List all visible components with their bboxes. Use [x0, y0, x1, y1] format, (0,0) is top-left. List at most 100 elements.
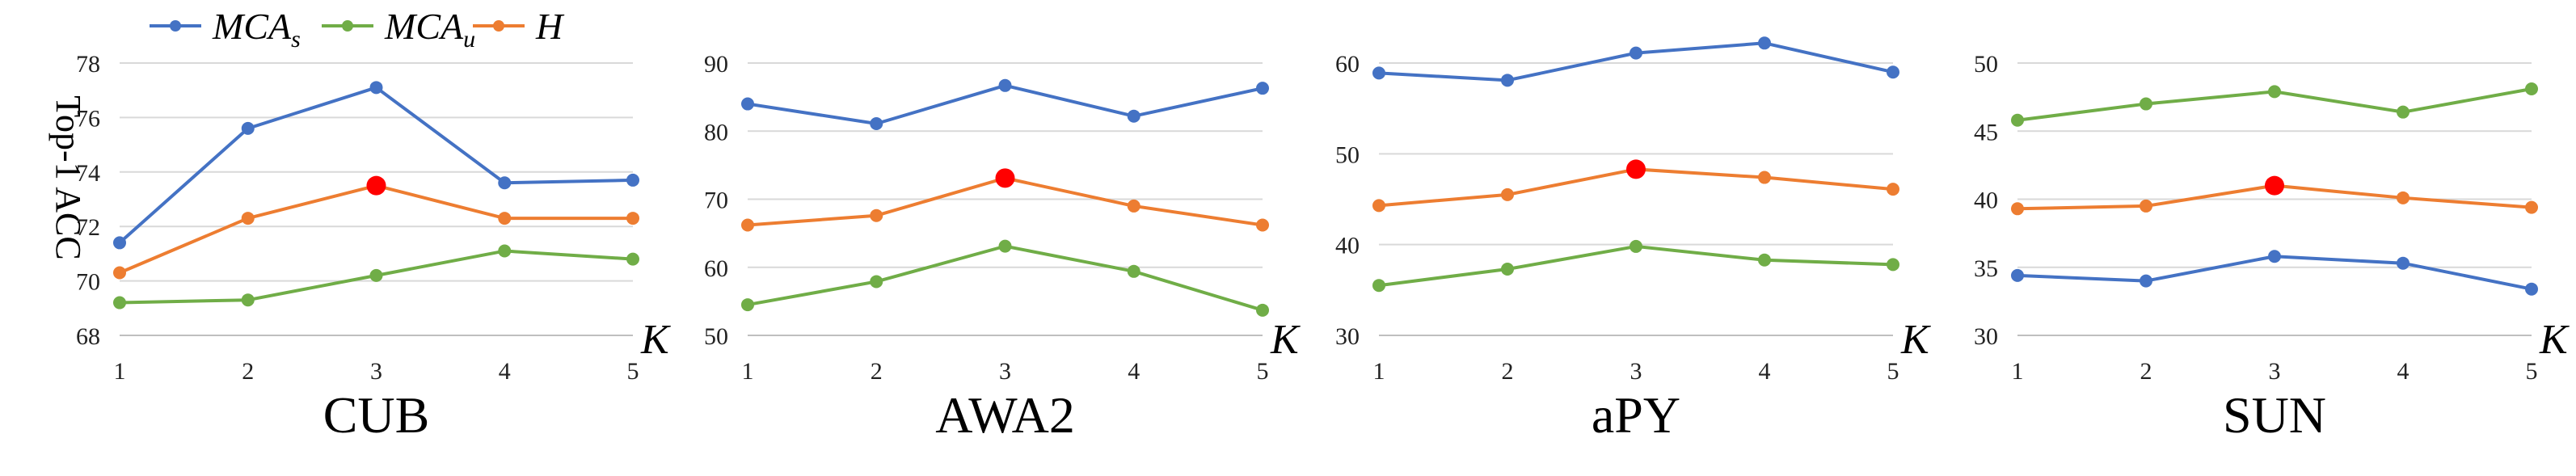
series-mca-u-point	[741, 298, 754, 312]
series-mca-u-point	[2525, 82, 2538, 96]
y-tick-label: 40	[1335, 233, 1360, 259]
series-h-point	[2525, 200, 2538, 214]
y-tick-label: 30	[1974, 323, 1998, 350]
series-mca-s-point	[1758, 36, 1771, 50]
series-h-point	[1758, 171, 1771, 184]
series-h-line	[119, 183, 633, 275]
panel-title: CUB	[323, 386, 430, 444]
x-tick-label: 2	[242, 358, 254, 385]
series-h-point	[1501, 187, 1514, 201]
series-h-point	[2397, 191, 2409, 204]
series-h-point	[113, 266, 126, 280]
series-mca-s-point	[498, 176, 512, 190]
series-mca-s-point	[2525, 282, 2538, 296]
y-tick-label: 50	[1974, 51, 1998, 78]
best-point-marker	[366, 175, 386, 196]
best-point-marker	[995, 168, 1015, 188]
series-mca-u-point	[2397, 105, 2409, 119]
series-mca-u-point	[870, 275, 883, 289]
series-mca-s-point	[2011, 268, 2024, 282]
series-mca-u-point	[2140, 97, 2152, 111]
legend: MCAs MCAu H	[150, 6, 565, 53]
series-h-point	[1372, 199, 1385, 213]
series-h-point	[2011, 202, 2024, 216]
x-tick-label: 4	[1759, 358, 1771, 385]
x-tick-label: 5	[627, 358, 639, 385]
y-tick-label: 90	[704, 51, 728, 78]
series-mca-u-point	[1758, 253, 1771, 267]
best-point-marker	[2265, 175, 2284, 196]
series-mca-u-point	[2011, 113, 2024, 127]
y-tick-label: 76	[76, 105, 100, 132]
series-h-point	[1256, 218, 1269, 232]
x-tick-label: 2	[1502, 358, 1514, 385]
y-axis-label: Top-1 ACC	[48, 95, 88, 260]
y-tick-label: 74	[76, 160, 100, 187]
series-mca-u-point	[1372, 279, 1385, 293]
x-tick-label: 4	[499, 358, 511, 385]
series-mca-u-point	[2268, 85, 2281, 99]
series-mca-s-point	[998, 78, 1012, 92]
series-mca-u-point	[1629, 239, 1642, 253]
x-tick-label: 5	[1887, 358, 1899, 385]
x-tick-label: 5	[2526, 358, 2538, 385]
y-tick-label: 45	[1974, 119, 1998, 145]
series-h-point	[2140, 199, 2152, 213]
series-mca-s-point	[870, 116, 883, 130]
series-mca-u-point	[369, 268, 383, 282]
series-mca-s-point	[369, 81, 383, 95]
series-mca-s-point	[1629, 46, 1642, 60]
series-mca-u-point	[1501, 262, 1514, 276]
x-tick-label: 4	[1128, 358, 1140, 385]
x-tick-label: 2	[871, 358, 883, 385]
panel-title: AWA2	[935, 386, 1075, 444]
x-tick-label: 1	[1373, 358, 1385, 385]
series-h-point	[1127, 199, 1140, 213]
y-tick-label: 68	[76, 323, 100, 350]
y-tick-label: 72	[76, 214, 100, 241]
y-tick-label: 40	[1974, 187, 1998, 214]
x-tick-label: 1	[2012, 358, 2024, 385]
x-tick-label: 1	[742, 358, 754, 385]
series-mca-s-point	[1127, 109, 1140, 123]
y-tick-label: 35	[1974, 255, 1998, 282]
y-tick-label: 70	[76, 269, 100, 296]
x-tick-label: 3	[999, 358, 1011, 385]
series-h-point	[1887, 183, 1899, 196]
legend-label-mca-s: MCAs	[212, 6, 301, 53]
best-point-marker	[1626, 159, 1646, 179]
series-h-point	[241, 212, 255, 225]
series-h-point	[741, 218, 754, 232]
x-tick-label: 3	[370, 358, 382, 385]
x-axis-label: K	[2539, 317, 2570, 363]
series-mca-s-point	[2397, 256, 2409, 270]
series-mca-u-point	[241, 293, 255, 307]
series-mca-s-point	[1256, 82, 1269, 95]
y-axis-label-group: Top-1 ACC	[48, 95, 88, 260]
x-tick-label: 4	[2397, 358, 2409, 385]
series-mca-s-point	[113, 236, 126, 250]
series-h-point	[626, 212, 639, 225]
legend-swatch-marker-h	[493, 20, 504, 32]
x-tick-label: 3	[1630, 358, 1642, 385]
x-axis-label: K	[1900, 317, 1931, 363]
series-mca-s-point	[1501, 74, 1514, 87]
x-tick-label: 2	[2140, 358, 2152, 385]
series-mca-u-point	[498, 244, 512, 258]
series-mca-u-point	[113, 296, 126, 310]
panel-title: aPY	[1592, 386, 1680, 444]
series-h-point	[870, 209, 883, 222]
panel-cub: 68 70 72 74 76 78 1 2 3 4 5K CUB	[76, 51, 671, 444]
series-mca-u-point	[998, 239, 1012, 253]
series-h-point	[498, 212, 512, 225]
series-mca-u-point	[1887, 258, 1899, 272]
legend-label-h: H	[535, 6, 565, 47]
y-tick-label: 80	[704, 119, 728, 145]
y-tick-label: 78	[76, 51, 100, 78]
y-tick-label: 70	[704, 187, 728, 214]
series-mca-u-line	[747, 244, 1263, 312]
series-mca-s-point	[1887, 65, 1899, 79]
